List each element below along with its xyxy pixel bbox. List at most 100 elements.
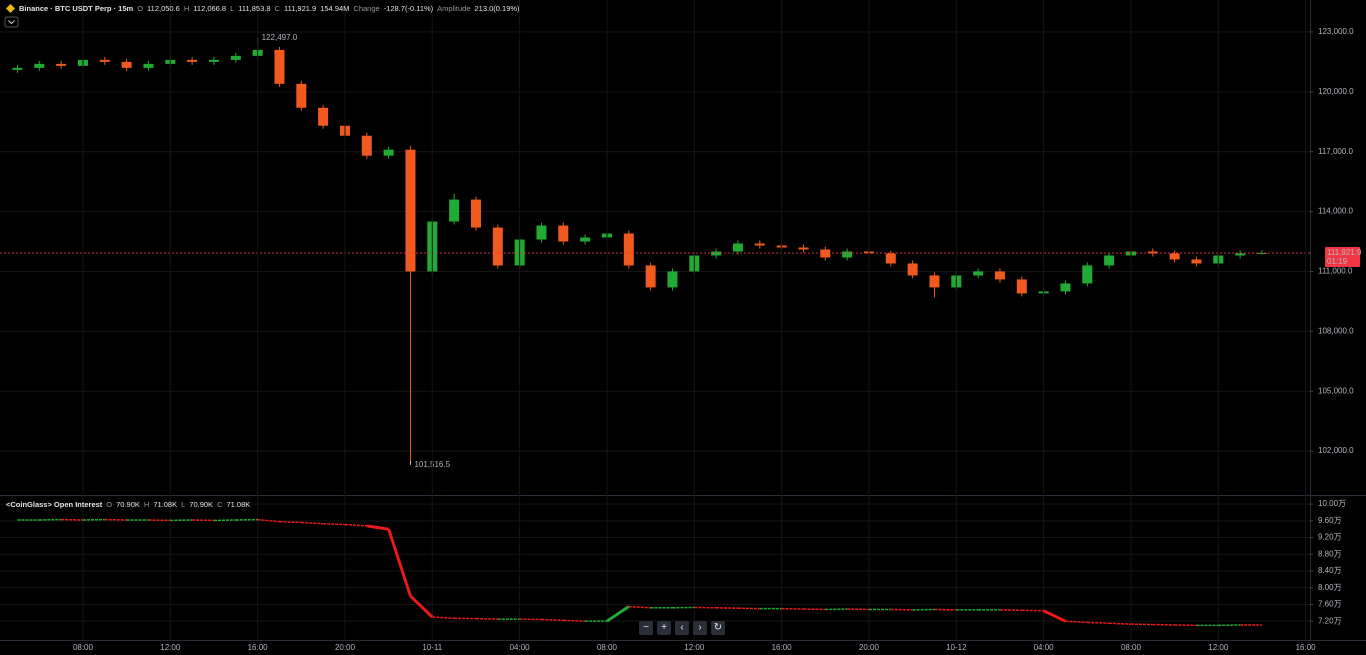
candle-body — [470, 199, 481, 228]
candle-body — [623, 233, 634, 266]
header-value: 71.08K — [153, 500, 178, 509]
candle-body — [732, 243, 743, 252]
x-tick-label: 12:00 — [160, 643, 181, 652]
candle-body — [1147, 251, 1158, 254]
oi-segment — [1109, 622, 1131, 625]
oi-segment — [563, 619, 586, 622]
oi-segment — [366, 524, 389, 531]
candle-body — [536, 225, 547, 240]
oi-segment — [387, 528, 412, 597]
y-tick-label: 7.20万 — [1318, 616, 1342, 625]
candle-body — [361, 135, 372, 156]
control-button[interactable]: › — [693, 621, 707, 635]
y-tick-label: 114,000.0 — [1318, 207, 1354, 216]
candle-body — [187, 59, 198, 62]
candle-body — [798, 247, 809, 250]
control-button[interactable]: + — [657, 621, 671, 635]
chart-title: Binance · BTC USDT Perp · 15m — [19, 4, 134, 13]
oi-segment — [409, 595, 434, 619]
oi-segment — [541, 618, 564, 622]
y-tick-label: 105,000.0 — [1318, 386, 1354, 395]
y-tick-label: 123,000.0 — [1318, 27, 1354, 36]
oi-segment — [628, 605, 651, 609]
candle-body — [143, 63, 154, 68]
oi-segment — [432, 616, 455, 620]
header-label: O — [106, 500, 113, 509]
oi-segment — [1042, 609, 1067, 623]
candle-body — [121, 61, 132, 68]
chart-title: <CoinGlass> Open Interest — [6, 500, 103, 509]
candle-body — [842, 251, 853, 258]
x-tick-label: 04:00 — [1034, 643, 1055, 652]
candle-body — [1256, 253, 1267, 255]
oi-segment — [301, 521, 324, 525]
header-value: 111,921.9 — [283, 4, 317, 13]
y-tick-label: 8.40万 — [1318, 566, 1342, 575]
candle-body — [1060, 283, 1071, 292]
collapse-button[interactable] — [4, 16, 19, 28]
y-tick-label: 10.00万 — [1318, 499, 1346, 508]
annotation-label: 122,497.0 — [262, 33, 298, 42]
x-tick-label: 12:00 — [1208, 643, 1229, 652]
header-label: Amplitude — [437, 4, 471, 13]
candle-body — [34, 63, 45, 68]
candle-body — [994, 271, 1005, 280]
candle-body — [929, 275, 940, 288]
candle-body — [449, 199, 460, 222]
candle-body — [885, 253, 896, 264]
y-tick-label: 9.60万 — [1318, 516, 1342, 525]
candle-body — [296, 83, 307, 108]
header-value: 112,066.8 — [193, 4, 227, 13]
candle-body — [580, 237, 591, 242]
y-tick-label: 108,000.0 — [1318, 326, 1354, 335]
candle-body — [492, 227, 503, 266]
oi-segment — [323, 523, 345, 526]
y-tick-label: 117,000.0 — [1318, 147, 1354, 156]
y-tick-label: 7.60万 — [1318, 600, 1342, 609]
countdown: 01:19 — [1327, 257, 1348, 266]
control-button[interactable]: ‹ — [675, 621, 689, 635]
chart-controls: − + ‹ › ↻ — [639, 621, 725, 635]
oi-segment — [1087, 621, 1110, 625]
candle-body — [645, 265, 656, 288]
header-label: C — [274, 4, 280, 13]
x-tick-label: 08:00 — [1121, 643, 1142, 652]
header-label: Change — [353, 4, 380, 13]
candle-body — [56, 63, 67, 66]
candle-body — [318, 107, 329, 126]
candle-body — [1191, 259, 1202, 264]
header-value: 112,050.6 — [147, 4, 180, 13]
x-tick-label: 10-11 — [422, 643, 442, 652]
price-header: Binance · BTC USDT Perp · 15m O 112,050.6 H… — [6, 4, 520, 13]
x-tick-label: 16:00 — [248, 643, 269, 652]
last-price-label: 111,921.9 — [1327, 248, 1362, 257]
oi-segment — [279, 520, 302, 524]
y-tick-label: 102,000.0 — [1318, 446, 1354, 455]
header-value: 70.90K — [116, 500, 140, 509]
y-tick-label: 9.20万 — [1318, 533, 1342, 542]
candle-body — [1104, 255, 1115, 266]
header-label: L — [181, 500, 186, 509]
control-button[interactable]: ↻ — [711, 621, 725, 635]
candle-body — [754, 243, 765, 246]
candle-body — [274, 49, 285, 84]
x-tick-label: 10-12 — [946, 643, 967, 652]
candle-body — [667, 271, 678, 288]
candle-body — [1169, 253, 1180, 260]
candle-body — [558, 225, 569, 242]
x-tick-label: 16:00 — [772, 643, 793, 652]
y-tick-label: 8.00万 — [1318, 583, 1342, 592]
control-button[interactable]: − — [639, 621, 653, 635]
candle-body — [907, 263, 918, 276]
y-tick-label: 120,000.0 — [1318, 87, 1354, 96]
oi-segment — [1065, 620, 1088, 624]
header-label: H — [143, 500, 150, 509]
candle-body — [230, 55, 241, 60]
x-tick-label: 20:00 — [859, 643, 880, 652]
y-tick-label: 111,000.0 — [1318, 267, 1353, 276]
x-tick-label: 16:00 — [1296, 643, 1317, 652]
exchange-icon — [6, 4, 15, 13]
